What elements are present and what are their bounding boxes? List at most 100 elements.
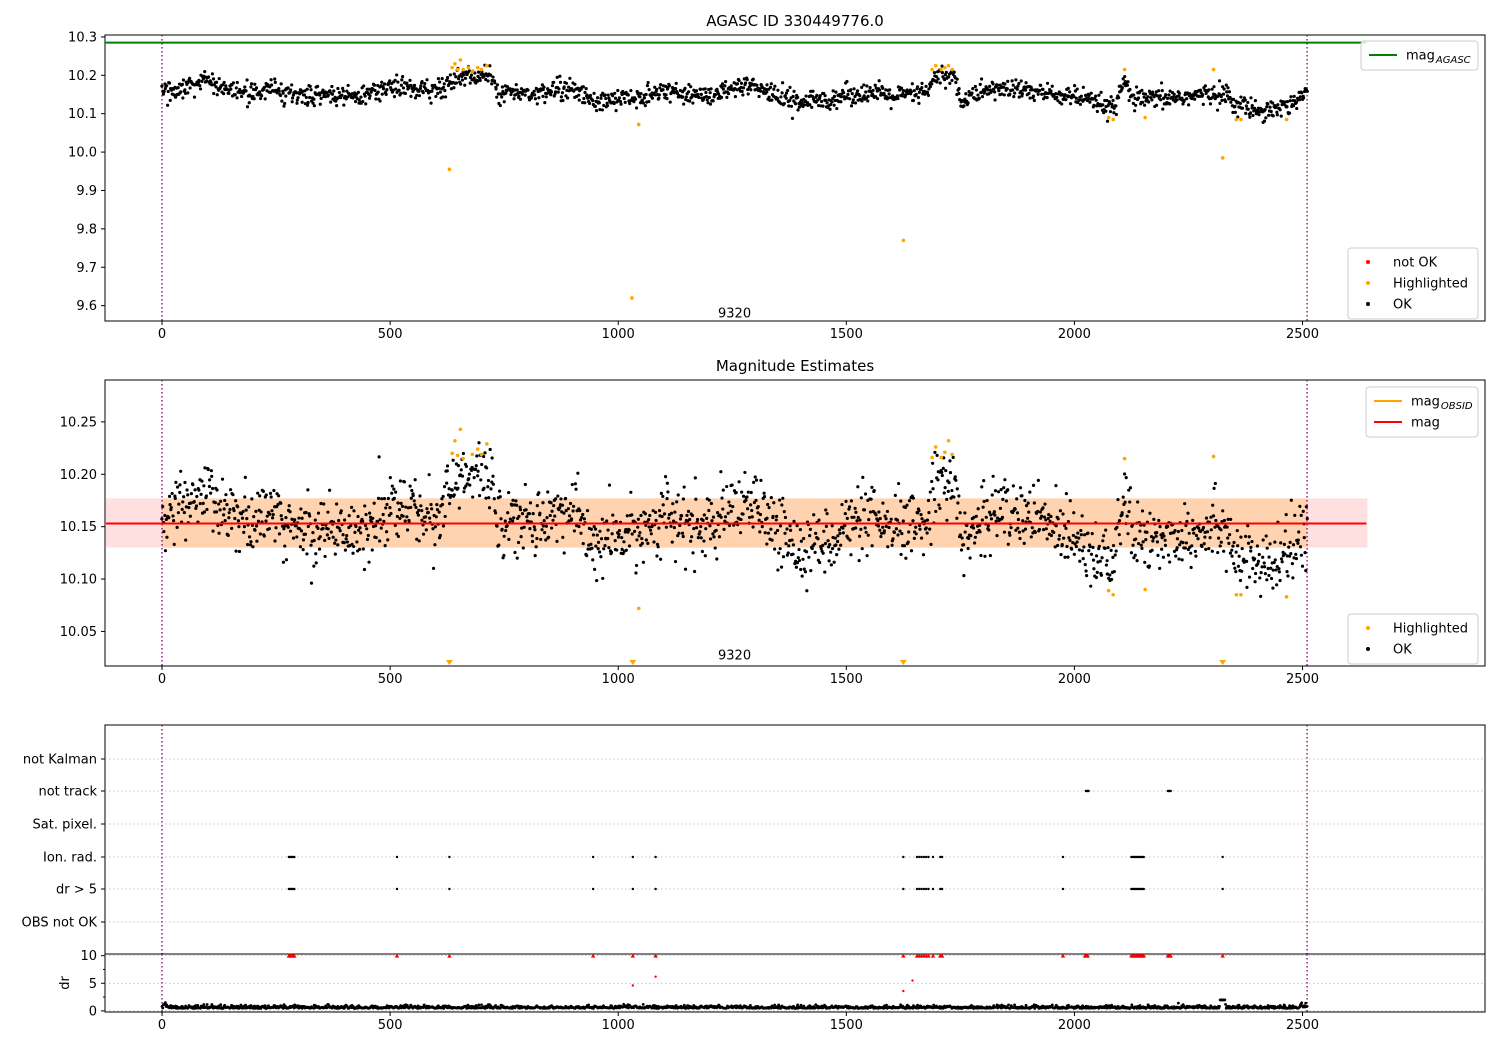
ok-point xyxy=(785,527,789,531)
ok-point xyxy=(1183,502,1187,506)
highlighted-point xyxy=(1111,592,1115,597)
ok-point xyxy=(1041,87,1045,91)
ok-point xyxy=(737,78,741,83)
ok-point xyxy=(408,78,412,82)
ok-point xyxy=(811,89,815,93)
ok-point xyxy=(272,488,276,493)
ok-point xyxy=(1184,523,1188,528)
ok-point xyxy=(765,516,769,520)
ok-point xyxy=(329,100,333,104)
dr-ok-point xyxy=(477,1003,481,1007)
ok-point xyxy=(550,509,554,513)
ok-point xyxy=(304,95,308,100)
ok-point xyxy=(1145,530,1149,534)
ok-point xyxy=(1028,96,1032,100)
ok-point xyxy=(499,517,503,521)
ok-point xyxy=(1247,575,1252,579)
ok-point xyxy=(243,495,247,499)
ok-point xyxy=(1138,529,1142,533)
ok-point xyxy=(1275,110,1279,114)
dr-ok-point xyxy=(244,1003,247,1007)
ok-point xyxy=(1300,564,1305,568)
ok-point xyxy=(1086,531,1090,535)
ok-point xyxy=(831,89,835,93)
ok-point xyxy=(906,540,910,544)
ok-point xyxy=(636,91,640,95)
ok-point xyxy=(446,493,451,497)
ok-point xyxy=(672,526,676,530)
ok-point xyxy=(931,461,935,465)
ok-point xyxy=(589,527,593,531)
ok-point xyxy=(755,83,759,87)
ok-point xyxy=(867,517,871,522)
ok-point xyxy=(1239,95,1243,99)
ok-point xyxy=(265,514,269,518)
ok-point xyxy=(948,81,952,85)
ok-point xyxy=(892,530,897,535)
ok-point xyxy=(1185,97,1189,101)
ok-point xyxy=(1230,548,1234,552)
ok-point xyxy=(945,518,949,522)
ok-point xyxy=(165,535,169,539)
ok-point xyxy=(489,487,493,491)
ok-point xyxy=(300,100,304,104)
ok-point xyxy=(1275,583,1279,587)
ok-point xyxy=(206,467,210,472)
ok-point xyxy=(1204,547,1208,551)
highlighted-point xyxy=(1239,592,1243,597)
ok-point xyxy=(474,464,478,468)
ok-point xyxy=(832,103,836,107)
ok-point xyxy=(224,84,228,88)
ok-point xyxy=(1248,115,1252,119)
ok-point xyxy=(165,84,169,88)
ok-point xyxy=(1101,539,1105,543)
ok-point xyxy=(927,87,931,91)
ok-point xyxy=(373,88,377,93)
ok-point xyxy=(210,83,214,87)
ok-point xyxy=(1212,486,1216,490)
ok-point xyxy=(925,91,930,95)
ok-point xyxy=(1183,546,1187,550)
ok-point xyxy=(333,541,337,545)
ok-point xyxy=(561,535,565,539)
ok-point xyxy=(447,501,452,506)
ok-point xyxy=(633,529,637,533)
ok-point xyxy=(783,94,787,98)
ok-point xyxy=(948,459,952,463)
ok-point xyxy=(963,530,967,534)
ok-point xyxy=(1002,93,1006,97)
ok-point xyxy=(162,89,166,93)
ok-point xyxy=(503,519,507,523)
ok-point xyxy=(528,501,533,505)
ok-point xyxy=(365,537,370,541)
ok-point xyxy=(614,519,618,524)
highlighted-point xyxy=(485,63,489,68)
ok-point xyxy=(1104,563,1109,567)
ok-point xyxy=(1239,535,1243,539)
ok-point xyxy=(877,79,881,83)
ok-point xyxy=(819,546,823,551)
ok-point xyxy=(591,533,596,537)
ok-point xyxy=(680,514,684,518)
ok-point xyxy=(1292,94,1296,98)
ok-point xyxy=(1110,577,1114,582)
ok-point xyxy=(197,78,201,82)
ok-point xyxy=(318,102,322,106)
dr-ok-point xyxy=(799,1003,803,1007)
ok-point xyxy=(480,462,484,467)
ok-point xyxy=(1134,85,1139,89)
ok-point xyxy=(749,88,753,92)
ok-point xyxy=(653,510,658,514)
ok-point xyxy=(874,513,878,517)
ok-point xyxy=(510,503,514,507)
ok-point xyxy=(741,512,745,516)
ok-point xyxy=(935,80,939,84)
ok-point xyxy=(438,80,442,84)
ok-point xyxy=(1253,99,1258,103)
ok-point xyxy=(294,523,298,528)
ok-point xyxy=(708,102,713,106)
ok-point xyxy=(1072,511,1076,515)
y-tick-label: 10.0 xyxy=(68,146,97,161)
ok-point xyxy=(1216,550,1220,555)
ok-point xyxy=(309,581,314,585)
